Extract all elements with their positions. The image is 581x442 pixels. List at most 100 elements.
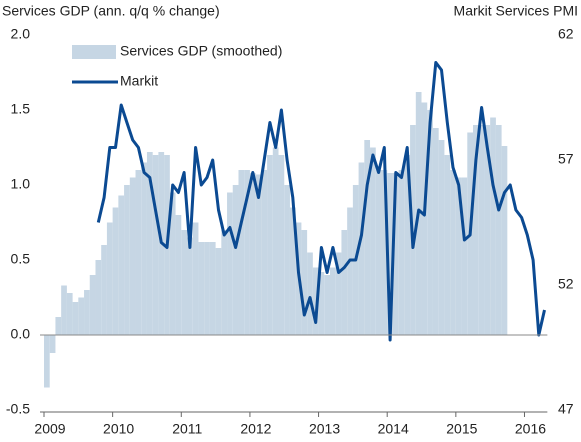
bar	[255, 174, 262, 335]
bar	[238, 170, 245, 335]
bar	[272, 147, 279, 335]
bar	[324, 275, 330, 335]
bar	[187, 237, 193, 335]
y2-tick-label: 47	[558, 401, 574, 417]
bar	[215, 248, 222, 335]
bar	[95, 260, 102, 335]
bar	[501, 146, 508, 335]
bar	[335, 252, 342, 335]
y-tick-label: 0.0	[11, 326, 31, 342]
bar	[78, 297, 85, 335]
bar	[444, 155, 451, 335]
y2-tick-label: 62	[558, 26, 574, 42]
y-tick-label: 2.0	[11, 26, 31, 42]
bar	[204, 242, 210, 335]
y-tick-label: 1.5	[11, 101, 31, 117]
legend-swatch	[72, 45, 116, 59]
x-tick-label: 2009	[34, 421, 65, 437]
y-tick-label: -0.5	[6, 401, 30, 417]
bar	[318, 272, 325, 335]
bar	[473, 125, 479, 335]
bar	[227, 192, 233, 335]
bar	[484, 125, 491, 335]
bar	[221, 230, 228, 335]
bar	[49, 335, 56, 353]
y2-axis-title: Markit Services PMI	[454, 3, 578, 19]
bar	[106, 222, 113, 335]
bar	[192, 222, 199, 335]
bar	[438, 140, 445, 335]
bar	[44, 335, 50, 388]
bar	[392, 173, 399, 335]
x-tick-label: 2016	[515, 421, 546, 437]
y-axis-title: Services GDP (ann. q/q % change)	[2, 3, 220, 19]
bar	[421, 102, 428, 335]
bar	[312, 267, 319, 335]
bar	[432, 128, 439, 335]
bar	[181, 230, 187, 335]
x-tick-label: 2013	[309, 421, 340, 437]
bar	[101, 245, 107, 335]
bar	[358, 162, 365, 335]
bar	[490, 117, 496, 335]
bar	[495, 125, 502, 335]
bar	[261, 170, 268, 335]
bar	[455, 177, 462, 335]
bar	[249, 173, 256, 335]
bar	[66, 293, 73, 335]
y-tick-label: 0.5	[11, 251, 31, 267]
x-tick-label: 2011	[172, 421, 202, 437]
bar	[141, 162, 147, 335]
y2-tick-label: 57	[558, 151, 574, 167]
y-tick-label: 1.0	[11, 176, 31, 192]
x-tick-label: 2014	[378, 421, 409, 437]
bar	[341, 230, 348, 335]
legend-label: Services GDP (smoothed)	[120, 43, 282, 59]
bar	[135, 170, 142, 335]
bar	[118, 195, 125, 335]
bar	[61, 285, 67, 335]
bar	[461, 177, 468, 335]
bar	[330, 267, 336, 335]
bar	[364, 140, 371, 335]
bar	[244, 170, 250, 335]
bar	[267, 155, 273, 335]
bar	[232, 185, 239, 335]
bar	[387, 173, 393, 335]
bar	[55, 317, 62, 335]
bar	[404, 155, 411, 335]
bar	[278, 155, 285, 335]
bar	[478, 125, 485, 335]
y2-tick-label: 52	[558, 276, 574, 292]
bar	[89, 275, 96, 335]
bar	[198, 242, 205, 335]
bar	[398, 170, 405, 335]
bar	[284, 185, 290, 335]
bar	[375, 170, 382, 335]
bar	[146, 152, 153, 335]
bar	[169, 192, 176, 335]
bar	[301, 230, 308, 335]
bar	[72, 302, 79, 335]
x-tick-label: 2010	[103, 421, 134, 437]
legend-label: Markit	[120, 73, 158, 89]
bar	[347, 207, 353, 335]
bar	[175, 215, 182, 335]
bar	[124, 185, 130, 335]
bar	[427, 110, 433, 335]
x-tick-label: 2015	[446, 421, 477, 437]
bar	[84, 290, 90, 335]
bar	[129, 177, 136, 335]
bar	[370, 147, 376, 335]
bar	[152, 155, 159, 335]
line	[96, 61, 546, 342]
x-tick-label: 2012	[240, 421, 271, 437]
bar	[289, 207, 296, 335]
bar	[112, 207, 119, 335]
bar	[209, 242, 216, 335]
bar	[307, 252, 313, 335]
bar	[450, 170, 456, 335]
bar	[381, 170, 388, 335]
